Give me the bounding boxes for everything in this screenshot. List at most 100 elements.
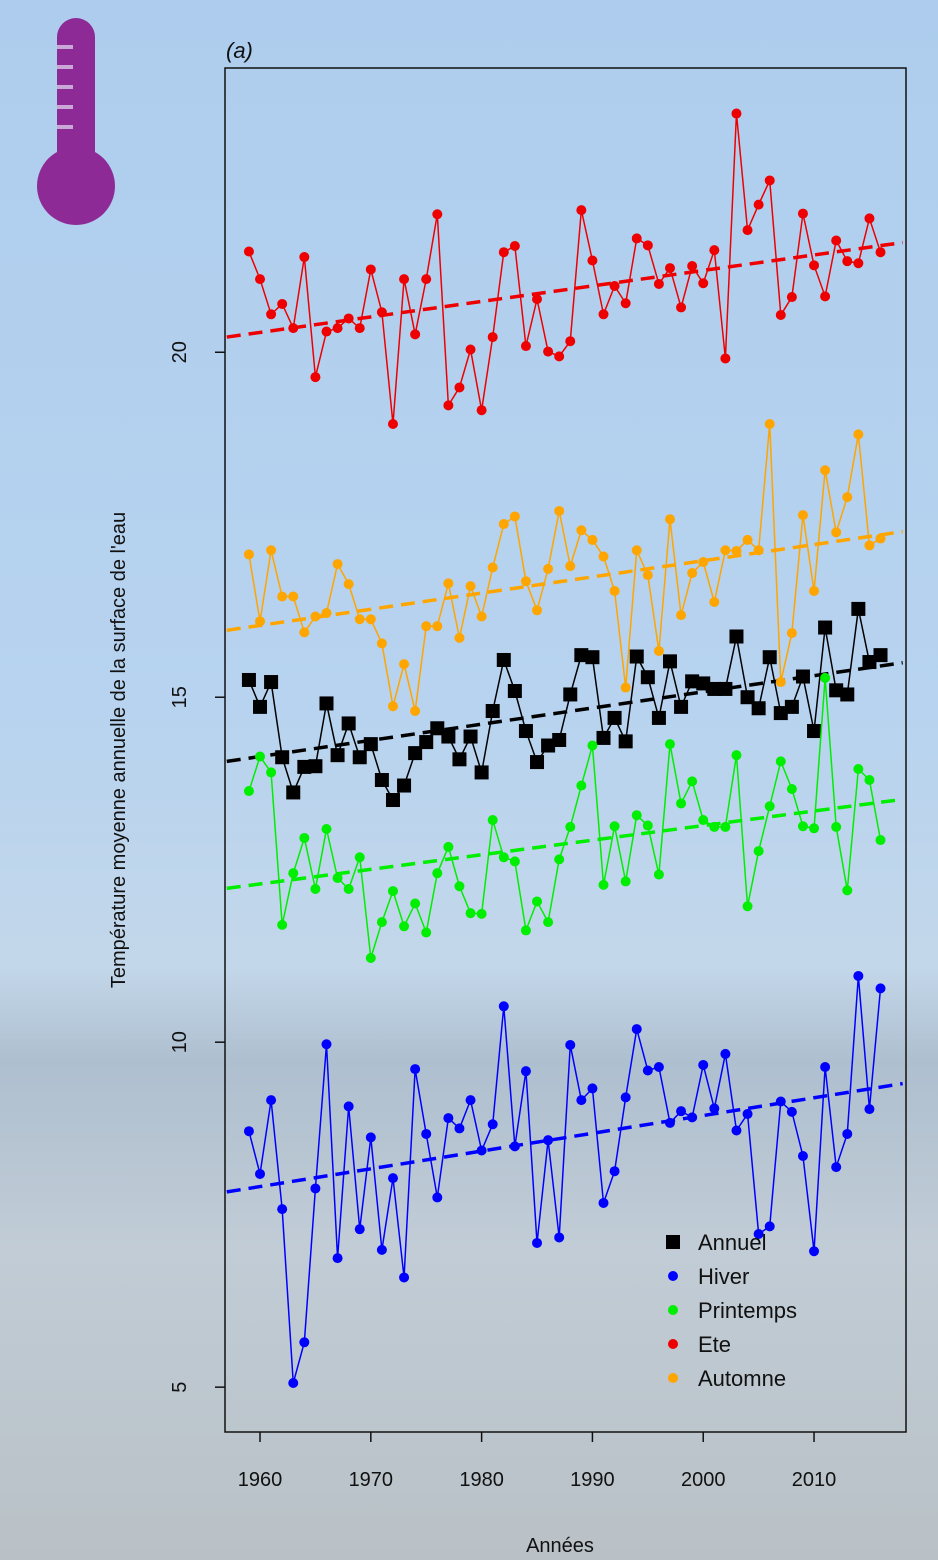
marker <box>709 245 720 256</box>
marker <box>299 1337 310 1348</box>
legend-marker <box>668 1373 678 1383</box>
marker <box>875 247 886 258</box>
marker <box>864 540 875 551</box>
marker <box>629 649 644 664</box>
marker <box>620 682 631 693</box>
marker <box>443 400 454 411</box>
marker <box>565 1039 576 1050</box>
marker <box>773 706 788 721</box>
marker <box>618 734 633 749</box>
marker <box>332 872 343 883</box>
marker <box>408 746 423 761</box>
marker <box>365 953 376 964</box>
marker <box>243 786 254 797</box>
marker <box>807 724 822 739</box>
marker <box>753 199 764 210</box>
marker <box>642 570 653 581</box>
marker <box>751 701 766 716</box>
marker <box>764 801 775 812</box>
marker <box>784 699 799 714</box>
marker <box>786 783 797 794</box>
marker <box>266 1095 277 1106</box>
marker <box>518 724 533 739</box>
marker <box>376 1244 387 1255</box>
marker <box>685 674 700 689</box>
marker <box>775 677 786 688</box>
marker <box>421 274 432 285</box>
marker <box>797 510 808 521</box>
trend-line <box>226 660 903 764</box>
marker <box>443 1113 454 1124</box>
marker <box>609 281 620 292</box>
marker <box>653 1062 664 1073</box>
marker <box>786 1106 797 1117</box>
marker <box>241 672 256 687</box>
marker <box>397 778 412 793</box>
marker <box>554 1232 565 1243</box>
marker <box>718 681 733 696</box>
marker <box>598 879 609 890</box>
series-line <box>248 608 881 802</box>
legend-label: Annuel <box>698 1230 767 1255</box>
marker <box>321 823 332 834</box>
marker <box>253 699 268 714</box>
marker <box>543 346 554 357</box>
marker <box>496 652 511 667</box>
marker <box>352 750 367 765</box>
marker <box>487 1119 498 1130</box>
marker <box>775 1096 786 1107</box>
marker <box>576 205 587 216</box>
marker <box>764 419 775 430</box>
marker <box>598 309 609 320</box>
marker <box>387 701 398 712</box>
marker <box>742 534 753 545</box>
marker <box>742 1108 753 1119</box>
marker <box>720 353 731 364</box>
marker <box>862 655 877 670</box>
marker <box>687 776 698 787</box>
marker <box>354 323 365 334</box>
marker <box>343 884 354 895</box>
marker <box>775 309 786 320</box>
marker <box>332 559 343 570</box>
marker <box>532 605 543 616</box>
marker <box>664 1117 675 1128</box>
marker <box>731 1125 742 1136</box>
marker <box>343 313 354 324</box>
marker <box>585 650 600 665</box>
marker <box>853 429 864 440</box>
marker <box>310 372 321 383</box>
marker <box>565 561 576 572</box>
legend-label: Ete <box>698 1332 731 1357</box>
legend-label: Automne <box>698 1366 786 1391</box>
marker <box>376 307 387 318</box>
marker <box>387 419 398 430</box>
marker <box>286 785 301 800</box>
marker <box>465 908 476 919</box>
marker <box>243 246 254 257</box>
marker <box>809 585 820 596</box>
marker <box>795 669 810 684</box>
marker <box>676 798 687 809</box>
marker <box>831 527 842 538</box>
marker <box>576 1095 587 1106</box>
marker <box>264 675 279 690</box>
marker <box>277 298 288 309</box>
marker <box>299 627 310 638</box>
marker <box>620 1092 631 1103</box>
marker <box>520 341 531 352</box>
marker <box>609 1166 620 1177</box>
marker <box>399 1272 410 1283</box>
marker <box>376 638 387 649</box>
marker <box>275 750 290 765</box>
marker <box>698 815 709 826</box>
marker <box>563 687 578 702</box>
marker <box>565 336 576 347</box>
marker <box>642 1065 653 1076</box>
marker <box>831 235 842 246</box>
marker <box>809 260 820 271</box>
marker <box>764 175 775 186</box>
marker <box>653 278 664 289</box>
marker <box>532 294 543 305</box>
